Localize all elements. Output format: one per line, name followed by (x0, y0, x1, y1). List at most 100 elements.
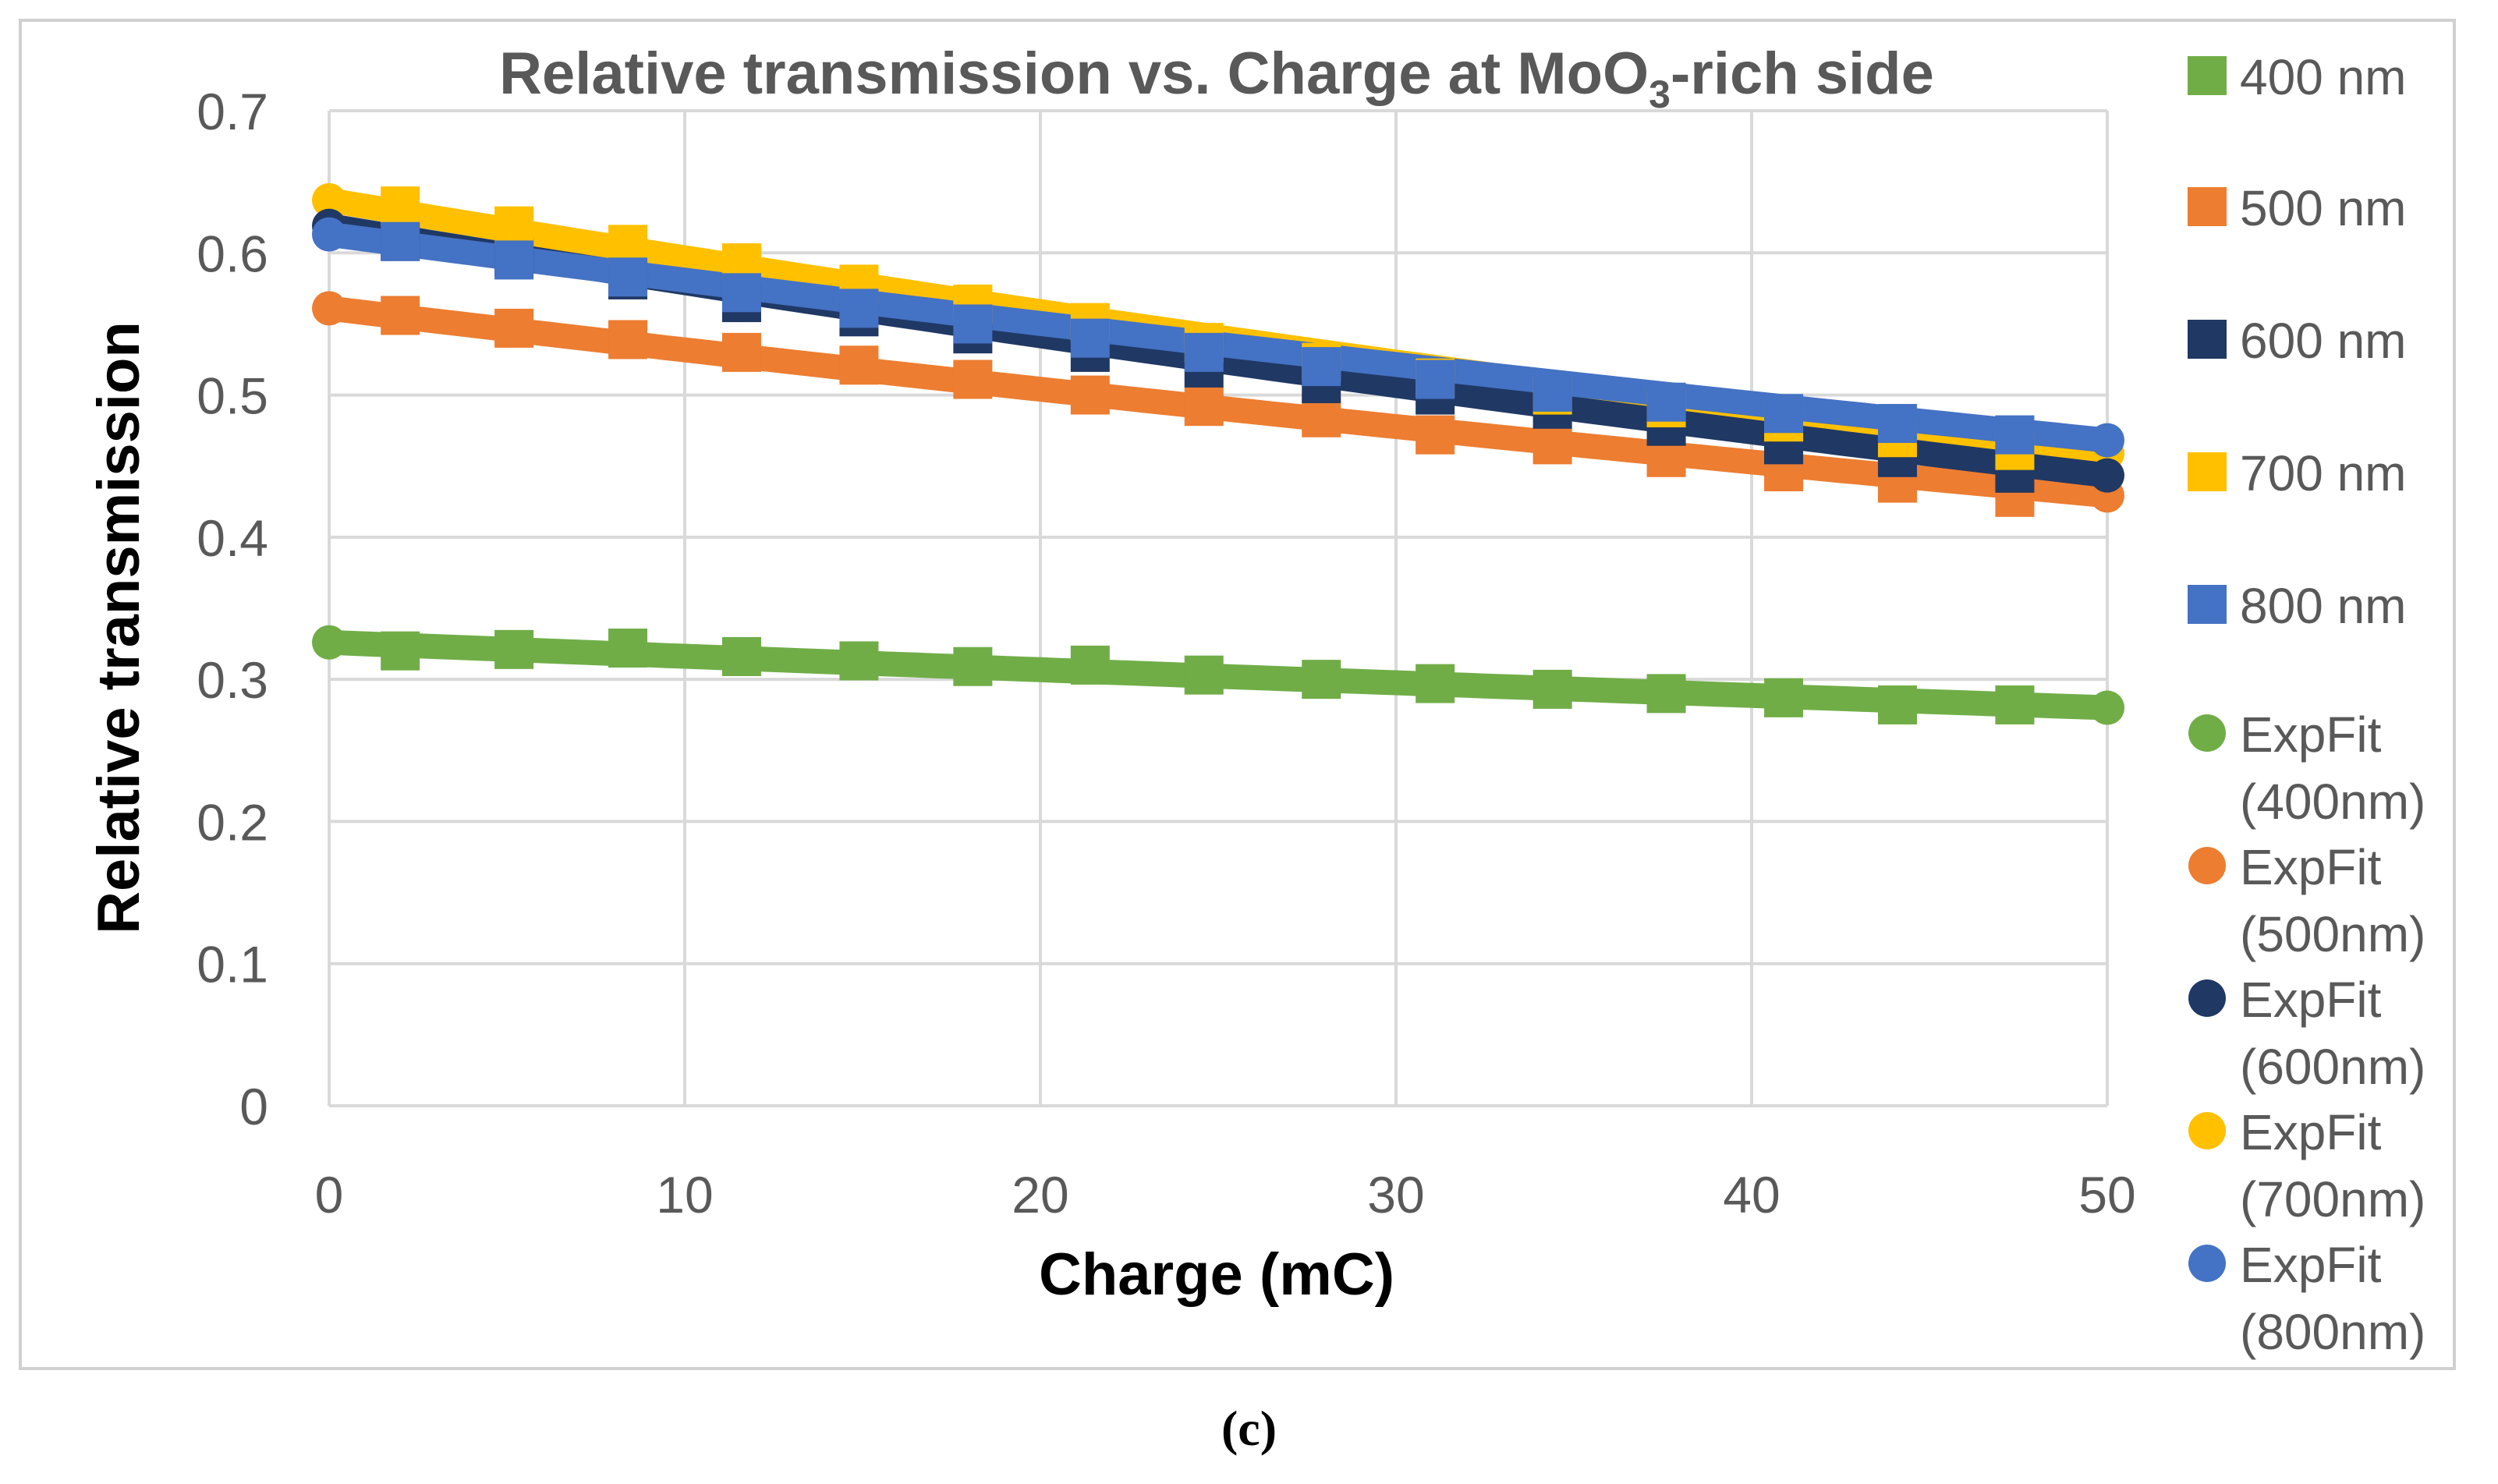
data-point (1532, 669, 1572, 709)
chart-title-tail: -rich side (1671, 41, 1934, 107)
y-tick-label: 0.7 (197, 83, 268, 140)
data-point (1416, 664, 1455, 703)
data-point (1646, 382, 1686, 422)
y-tick-label: 0.2 (197, 793, 268, 851)
data-point (1302, 347, 1341, 387)
chart-title-subscript: 3 (1649, 73, 1671, 116)
data-point (839, 641, 879, 681)
data-point (721, 636, 761, 676)
data-point (608, 225, 648, 264)
y-tick-label: 0.1 (197, 936, 268, 993)
legend-marker-square (2188, 187, 2227, 226)
fit-point (312, 625, 346, 660)
data-point (1995, 415, 2035, 455)
data-point (839, 289, 879, 328)
y-tick-label: 0.3 (197, 651, 268, 709)
legend-label: (800nm) (2240, 1304, 2425, 1360)
legend-marker-circle (2188, 714, 2226, 752)
data-point (1070, 645, 1110, 685)
legend-marker-circle (2188, 979, 2226, 1017)
data-point (494, 240, 534, 280)
data-point (1877, 404, 1917, 444)
legend-label: 800 nm (2240, 578, 2406, 634)
legend-marker-circle (2188, 1245, 2226, 1282)
data-markers (381, 186, 2035, 724)
data-point (381, 631, 420, 671)
legend-label: ExpFit (2240, 1104, 2382, 1160)
data-point (1877, 685, 1917, 724)
data-point (953, 304, 993, 344)
data-point (1070, 375, 1110, 415)
data-point (1995, 685, 2035, 724)
legend-label: (500nm) (2240, 906, 2425, 962)
data-point (721, 332, 761, 372)
legend-marker-square (2188, 452, 2227, 491)
data-point (1764, 394, 1804, 434)
legend-label: 400 nm (2240, 49, 2406, 105)
legend-label: (700nm) (2240, 1171, 2425, 1227)
legend-marker-square (2188, 56, 2227, 95)
x-axis-title: Charge (mC) (1039, 1241, 1394, 1308)
data-point (1184, 387, 1224, 427)
axes: 0 0.1 0.2 0.3 0.4 0.5 0.6 0.7 0 10 20 30 40 50 (197, 83, 2135, 1224)
figure-caption: (c) (1221, 1401, 1277, 1456)
legend-label: 600 nm (2240, 313, 2406, 369)
legend-marker-square (2188, 320, 2227, 359)
legend-label: 500 nm (2240, 180, 2406, 236)
legend-label: ExpFit (2240, 839, 2382, 895)
x-tick-label: 10 (656, 1166, 713, 1224)
x-tick-label: 50 (2078, 1166, 2135, 1224)
data-point (953, 359, 993, 399)
chart-title-main: Relative transmission vs. Charge at MoO (499, 41, 1649, 107)
legend-label: ExpFit (2240, 972, 2382, 1028)
legend-label: ExpFit (2240, 1237, 2382, 1293)
data-point (1070, 318, 1110, 358)
fit-point (312, 291, 346, 326)
data-point (721, 273, 761, 313)
y-tick-label: 0 (239, 1078, 268, 1135)
legend-marker-circle (2188, 847, 2226, 884)
data-point (494, 629, 534, 669)
legend-label: (600nm) (2240, 1039, 2425, 1095)
legend-marker-circle (2188, 1112, 2226, 1149)
legend-label: (400nm) (2240, 774, 2425, 830)
data-point (1646, 674, 1686, 714)
data-point (1184, 655, 1224, 695)
data-point (953, 646, 993, 686)
x-tick-label: 40 (1723, 1166, 1780, 1224)
data-point (608, 629, 648, 668)
legend-label: 700 nm (2240, 445, 2406, 501)
x-tick-label: 20 (1012, 1166, 1068, 1224)
data-point (381, 221, 420, 261)
legend: 400 nm 500 nm 600 nm 700 nm 800 nm ExpFit (400… (2188, 49, 2425, 1360)
data-point (608, 257, 648, 297)
data-point (1532, 372, 1572, 412)
y-tick-label: 0.4 (197, 509, 268, 567)
chart-title: Relative transmission vs. Charge at MoO3… (499, 41, 1934, 116)
data-point (1416, 359, 1455, 399)
grid (329, 109, 2109, 1106)
data-point (608, 320, 648, 359)
legend-label: ExpFit (2240, 707, 2382, 763)
data-point (1416, 415, 1455, 455)
data-point (381, 296, 420, 335)
y-axis-title: Relative transmission (86, 321, 152, 934)
data-point (1302, 660, 1341, 699)
data-point (494, 308, 534, 348)
fit-point (2090, 690, 2124, 725)
fit-point (312, 182, 346, 218)
data-point (1184, 332, 1224, 372)
y-tick-label: 0.6 (197, 225, 268, 282)
data-point (1302, 398, 1341, 437)
fit-point (2090, 423, 2124, 458)
data-point (839, 345, 879, 385)
fit-point (312, 217, 346, 252)
x-tick-label: 0 (315, 1166, 344, 1224)
legend-marker-square (2188, 585, 2227, 624)
data-point (1532, 425, 1572, 465)
x-tick-label: 30 (1367, 1166, 1424, 1224)
data-point (1764, 678, 1804, 717)
y-tick-label: 0.5 (197, 367, 268, 425)
data-point (494, 206, 534, 246)
